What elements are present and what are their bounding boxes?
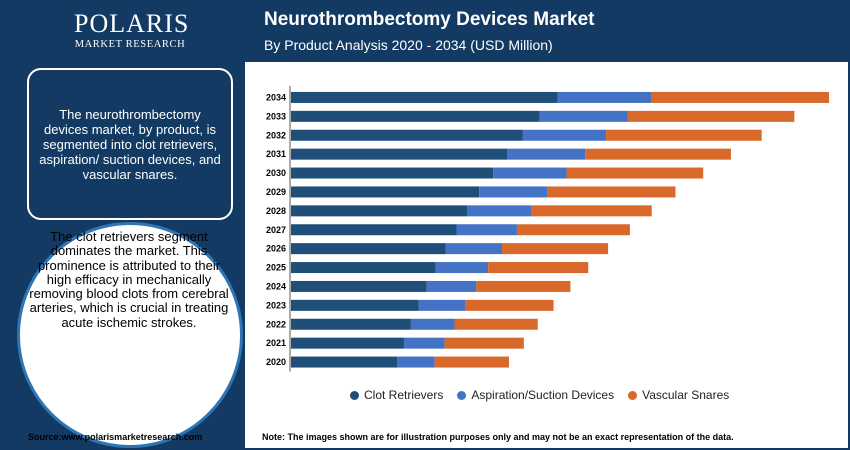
bar-aspiration-suction-devices-2021 (403, 337, 445, 349)
bar-vascular-snares-2026 (502, 243, 609, 255)
polaris-logo: POLARIS MARKET RESEARCH (74, 9, 190, 51)
bar-aspiration-suction-devices-2028 (467, 205, 532, 217)
y-tick-label: 2022 (266, 319, 286, 329)
bar-aspiration-suction-devices-2034 (557, 91, 652, 103)
bar-vascular-snares-2025 (488, 262, 589, 274)
bar-clot-retrievers-2031 (291, 148, 508, 160)
bar-clot-retrievers-2034 (291, 91, 558, 103)
legend-swatch-aspiration (457, 390, 467, 400)
legend-swatch-vascular-snares (628, 390, 638, 400)
disclaimer-note: Note: The images shown are for illustrat… (262, 432, 734, 442)
y-tick-label: 2026 (266, 244, 286, 254)
bar-aspiration-suction-devices-2031 (507, 148, 586, 160)
chart-subtitle: By Product Analysis 2020 - 2034 (USD Mil… (264, 37, 553, 53)
y-tick-label: 2023 (266, 300, 286, 310)
legend-label-aspiration: Aspiration/Suction Devices (471, 388, 615, 402)
bar-aspiration-suction-devices-2026 (445, 243, 503, 255)
source-text: Source:www.polarismarketresearch.com (28, 432, 203, 442)
highlight-text: The clot retrievers segment dominates th… (29, 229, 229, 330)
bar-vascular-snares-2024 (476, 280, 571, 292)
y-tick-label: 2029 (266, 187, 286, 197)
bar-aspiration-suction-devices-2023 (418, 299, 466, 311)
bar-aspiration-suction-devices-2032 (522, 129, 607, 141)
y-tick-label: 2030 (266, 168, 286, 178)
bar-clot-retrievers-2025 (291, 262, 436, 274)
highlight-circle (17, 222, 243, 448)
bar-clot-retrievers-2021 (291, 337, 404, 349)
bar-vascular-snares-2023 (465, 299, 554, 311)
bar-clot-retrievers-2022 (291, 318, 411, 330)
bar-vascular-snares-2027 (516, 224, 630, 236)
chart-legend: Clot Retrievers Aspiration/Suction Devic… (350, 388, 743, 402)
header-bar: POLARIS MARKET RESEARCH Neurothrombectom… (2, 2, 848, 62)
y-tick-label: 2028 (266, 206, 286, 216)
y-tick-label: 2032 (266, 130, 286, 140)
bar-vascular-snares-2020 (434, 356, 509, 368)
bar-vascular-snares-2032 (606, 129, 762, 141)
bar-clot-retrievers-2026 (291, 243, 446, 255)
segmentation-text: The neurothrombectomy devices market, by… (39, 106, 221, 182)
y-tick-label: 2031 (266, 149, 286, 159)
stacked-bar-chart: 2034 2033 2032 2031 2030 2029 2028 2027 2026 2025… (266, 86, 830, 372)
bar-aspiration-suction-devices-2033 (539, 110, 628, 122)
legend-item-vascular-snares: Vascular Snares (628, 388, 729, 402)
legend-label-vascular-snares: Vascular Snares (642, 388, 730, 402)
legend-item-aspiration: Aspiration/Suction Devices (457, 388, 614, 402)
bar-vascular-snares-2030 (566, 167, 704, 179)
y-tick-label: 2021 (266, 338, 286, 348)
legend-label-clot-retrievers: Clot Retrievers (364, 388, 444, 402)
bar-aspiration-suction-devices-2025 (435, 262, 489, 274)
bar-vascular-snares-2021 (444, 337, 524, 349)
bar-clot-retrievers-2030 (291, 167, 494, 179)
bar-clot-retrievers-2023 (291, 299, 419, 311)
bar-vascular-snares-2029 (547, 186, 676, 198)
bar-vascular-snares-2028 (531, 205, 652, 217)
bar-vascular-snares-2033 (627, 110, 795, 122)
bar-clot-retrievers-2029 (291, 186, 480, 198)
sidebar-panel: The neurothrombectomy devices market, by… (2, 62, 245, 448)
y-tick-label: 2024 (266, 281, 286, 291)
bar-vascular-snares-2022 (454, 318, 538, 330)
y-tick-label: 2025 (266, 263, 286, 273)
legend-swatch-clot-retrievers (350, 390, 359, 400)
bar-clot-retrievers-2024 (291, 280, 427, 292)
bar-aspiration-suction-devices-2029 (479, 186, 548, 198)
bar-aspiration-suction-devices-2022 (410, 318, 455, 330)
legend-item-clot-retrievers: Clot Retrievers (350, 388, 443, 402)
y-tick-label: 2034 (266, 92, 286, 102)
chart-title: Neurothrombectomy Devices Market (264, 9, 595, 30)
bar-clot-retrievers-2028 (291, 205, 468, 217)
bar-aspiration-suction-devices-2024 (426, 280, 477, 292)
logo-subtitle: MARKET RESEARCH (74, 39, 186, 50)
y-tick-label: 2027 (266, 225, 286, 235)
segmentation-info-box: The neurothrombectomy devices market, by… (27, 68, 233, 220)
bar-clot-retrievers-2033 (291, 110, 540, 122)
logo-name: POLARIS (74, 9, 190, 38)
y-tick-label: 2033 (266, 111, 286, 121)
bar-clot-retrievers-2027 (291, 224, 457, 236)
y-tick-label: 2020 (266, 357, 286, 367)
bar-clot-retrievers-2032 (291, 129, 523, 141)
bar-vascular-snares-2034 (651, 91, 830, 103)
bar-aspiration-suction-devices-2027 (456, 224, 517, 236)
bar-clot-retrievers-2020 (291, 356, 398, 368)
bar-aspiration-suction-devices-2020 (397, 356, 435, 368)
bar-aspiration-suction-devices-2030 (493, 167, 567, 179)
bar-vascular-snares-2031 (585, 148, 731, 160)
